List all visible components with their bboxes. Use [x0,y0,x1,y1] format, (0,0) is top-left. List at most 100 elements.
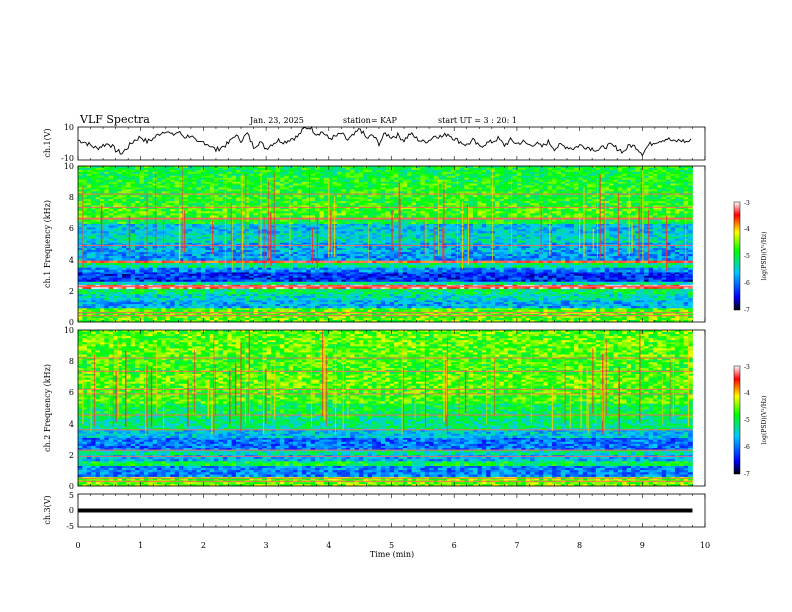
spectrogram-cell [108,300,114,303]
spectrogram-cell [82,293,88,297]
spectrogram-cell [367,307,373,311]
spectrogram-cell [143,283,149,285]
spectrogram-cell [613,290,619,293]
spectrogram-cell [552,283,557,285]
spectrogram-cell [187,281,193,284]
spectrogram-cell [521,253,527,257]
spectrogram-cell [187,296,193,299]
spectrogram-cell [95,258,101,261]
spectrogram-cell [609,262,614,266]
spectrogram-cell [196,293,202,297]
spectrogram-cell [218,269,224,273]
spectrogram-cell [262,273,268,277]
spectrogram-cell [358,290,364,293]
spectrogram-cell [534,275,540,278]
spectrogram-cell [473,269,478,273]
spectrogram-cell [367,300,373,303]
spectrogram-cell [236,267,241,271]
spectrogram-cell [275,253,281,257]
spectrogram-cell [385,279,391,282]
spectrogram-cell [236,277,241,280]
spectrogram-cell [530,290,535,293]
spectrogram-cell [86,262,92,266]
spectrogram-cell [464,265,470,268]
spectrogram-cell [398,262,404,266]
spectrogram-cell [293,281,298,284]
spectrogram-cell [407,253,412,257]
spectrogram-cell [446,286,452,289]
spectrogram-cell [556,317,562,321]
spectrogram-cell [183,288,189,291]
spectrogram-cell [552,309,557,313]
spectrogram-cell [262,307,268,311]
spectrogram-cell [666,256,671,259]
spectrogram-cell [236,306,241,309]
spectrogram-cell [556,258,562,261]
spectrogram-cell [310,288,316,291]
spectrogram-cell [639,281,645,284]
spectrogram-cell [473,277,478,280]
spectrogram-cell [174,300,180,303]
spectrogram-cell [91,304,96,307]
spectrogram-cell [113,302,118,305]
spectrogram-cell [565,262,570,266]
spectrogram-cell [178,242,184,245]
spectrogram-cell [644,311,649,315]
spectrogram-cell [534,273,540,277]
spectrogram-cell [86,253,92,257]
spectrogram-cell [284,267,290,271]
spectrogram-cell [473,298,478,301]
spectrogram-cell [178,273,184,277]
spectrogram-cell [499,319,505,323]
spectrogram-cell [569,281,575,284]
spectrogram-cell [284,313,290,317]
spectrogram-cell [670,269,676,273]
spectrogram-cell [275,306,281,309]
spectrogram-cell [82,279,88,282]
spectrogram-cell [262,258,268,261]
spectrogram-cell [569,262,575,266]
spectrogram-cell [363,275,369,278]
spectrogram-cell [372,309,377,313]
spectrogram-cell [538,315,544,319]
spectrogram-cell [595,273,601,277]
spectrogram-cell [613,311,619,315]
spectrogram-cell [415,269,421,273]
spectrogram-cell [152,279,158,282]
spectrogram-cell [560,319,566,323]
spectrogram-cell [560,315,566,319]
spectrogram-cell [437,258,443,261]
spectrogram-cell [209,253,215,257]
spectrogram-cell [679,256,685,259]
spectrogram-cell [297,300,303,303]
spectrogram-cell [547,279,553,282]
spectrogram-cell [644,292,649,295]
spectrogram-cell [218,281,224,284]
spectrogram-cell [415,315,421,319]
spectrogram-cell [157,277,162,280]
spectrogram-cell [372,292,377,295]
spectrogram-cell [415,281,421,284]
spectrogram-cell [407,317,412,321]
spectrogram-cell [657,288,663,291]
spectrogram-cell [367,262,373,266]
spectrogram-cell [95,319,101,323]
spectrogram-cell [262,281,268,284]
spectrogram-cell [398,317,404,321]
spectrogram-cell [565,290,570,293]
spectrogram-cell [126,272,132,275]
spectrogram-cell [117,253,123,257]
spectrogram-cell [205,269,211,273]
spectrogram-cell [455,281,461,284]
spectrogram-cell [350,279,355,282]
spectrogram-cell [240,309,246,313]
spectrogram-cell [108,311,114,315]
spectrogram-cell [433,272,439,275]
spectrogram-cell [424,242,430,245]
spectrogram-cell [95,306,101,309]
spectrogram-cell [130,307,136,311]
spectrogram-cell [648,317,654,321]
spectrogram-cell [257,306,263,309]
spectrogram-cell [332,319,338,323]
spectrogram-cell [464,290,470,293]
